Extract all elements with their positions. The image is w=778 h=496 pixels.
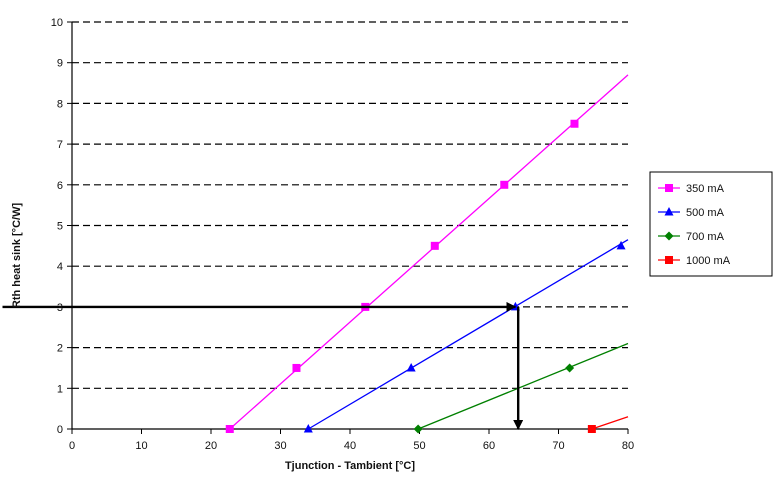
- axes: [67, 22, 628, 434]
- y-tick-label: 7: [57, 139, 63, 151]
- y-tick-label: 1: [57, 383, 63, 395]
- legend-marker: [665, 256, 673, 264]
- data-point: [292, 364, 300, 372]
- y-axis-title: Rth heat sink [°C/W]: [11, 203, 23, 309]
- legend: 350 mA 500 mA 700 mA 1000 mA: [650, 172, 772, 276]
- data-point: [570, 120, 578, 128]
- y-tick-label: 0: [57, 424, 63, 436]
- x-tick-label: 0: [69, 440, 75, 452]
- series-line: [592, 417, 628, 429]
- x-tick-label: 60: [483, 440, 495, 452]
- data-point: [407, 363, 416, 372]
- grid-lines: [72, 22, 628, 388]
- data-point: [588, 425, 596, 433]
- x-tick-label: 80: [622, 440, 634, 452]
- series-line: [418, 344, 628, 429]
- series-group: [226, 75, 628, 434]
- legend-label: 700 mA: [686, 231, 725, 243]
- legend-label: 500 mA: [686, 207, 725, 219]
- y-tick-label: 3: [57, 302, 63, 314]
- data-point: [304, 424, 313, 433]
- tick-labels: 0 1 2 3 4 5 6 7 8 9 10 0 10 20 30 40 50 60 70 80: [51, 17, 634, 452]
- legend-label: 350 mA: [686, 183, 725, 195]
- data-point: [226, 425, 234, 433]
- data-point: [565, 363, 574, 372]
- y-tick-label: 2: [57, 343, 63, 355]
- data-point: [414, 425, 423, 434]
- series-500-ma: [304, 240, 628, 433]
- x-tick-label: 10: [135, 440, 147, 452]
- y-tick-label: 5: [57, 221, 63, 233]
- series-line: [308, 240, 628, 429]
- series-line: [230, 75, 628, 429]
- x-tick-label: 30: [274, 440, 286, 452]
- annotation-arrows: [3, 307, 519, 429]
- y-tick-label: 4: [57, 261, 63, 273]
- x-axis-title: Tjunction - Tambient [°C]: [285, 460, 415, 472]
- series-1000-ma: [588, 417, 628, 433]
- legend-label: 1000 mA: [686, 255, 731, 267]
- x-tick-label: 20: [205, 440, 217, 452]
- y-tick-label: 10: [51, 17, 63, 29]
- x-tick-label: 70: [552, 440, 564, 452]
- data-point: [500, 181, 508, 189]
- y-tick-label: 6: [57, 180, 63, 192]
- legend-marker: [665, 184, 673, 192]
- x-tick-label: 40: [344, 440, 356, 452]
- data-point: [431, 242, 439, 250]
- y-tick-label: 8: [57, 98, 63, 110]
- y-tick-label: 9: [57, 58, 63, 70]
- x-tick-label: 50: [413, 440, 425, 452]
- series-350-ma: [226, 75, 628, 433]
